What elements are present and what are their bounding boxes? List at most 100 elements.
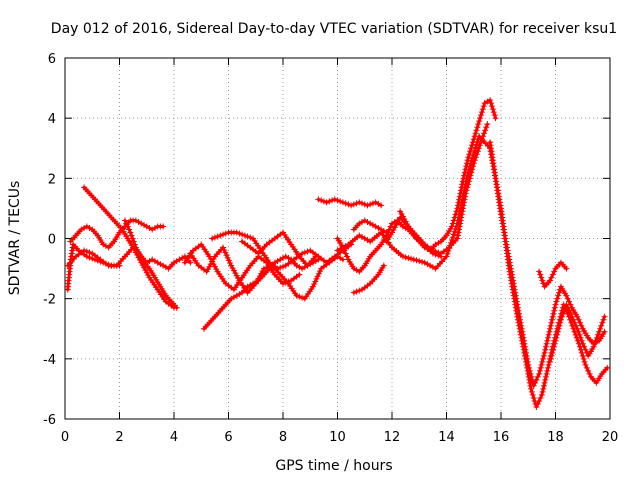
data-point-marker: [571, 319, 578, 326]
data-point-marker: [450, 231, 457, 238]
data-point-marker: [529, 391, 536, 398]
y-tick-label: -4: [43, 353, 56, 368]
data-point-marker: [549, 313, 556, 320]
data-point-marker: [530, 382, 537, 389]
data-series: [64, 97, 611, 410]
data-point-marker: [500, 226, 507, 233]
data-point-marker: [399, 253, 406, 260]
x-tick-label: 4: [170, 430, 178, 445]
data-point-marker: [476, 118, 483, 125]
data-point-marker: [552, 337, 559, 344]
data-point-marker: [520, 337, 527, 344]
data-point-marker: [463, 160, 470, 167]
data-point-marker: [466, 151, 473, 158]
series-arc-11: [315, 196, 385, 209]
data-point-marker: [472, 144, 479, 151]
data-point-marker: [537, 394, 544, 401]
data-point-marker: [458, 202, 465, 209]
data-point-marker: [350, 201, 357, 208]
data-point-marker: [464, 175, 471, 182]
data-point-marker: [399, 213, 406, 220]
data-point-marker: [280, 280, 286, 287]
data-point-marker: [526, 364, 533, 371]
data-point-marker: [539, 358, 546, 365]
data-point-marker: [563, 265, 570, 272]
data-point-marker: [466, 163, 473, 170]
data-point-marker: [579, 352, 586, 359]
series-arc-14: [334, 133, 611, 410]
data-point-marker: [211, 263, 218, 270]
data-point-marker: [369, 200, 376, 207]
data-point-marker: [537, 364, 544, 371]
data-point-marker: [220, 231, 227, 238]
data-point-marker: [547, 358, 554, 365]
data-point-marker: [521, 343, 528, 350]
series-arc-07: [181, 241, 303, 293]
data-point-marker: [592, 337, 599, 344]
data-point-marker: [418, 258, 425, 265]
data-point-marker: [468, 145, 475, 152]
data-point-marker: [211, 234, 218, 241]
data-point-marker: [542, 373, 549, 380]
data-point-marker: [551, 340, 558, 347]
data-point-marker: [527, 370, 534, 377]
data-point-marker: [123, 220, 130, 227]
data-point-marker: [586, 370, 593, 377]
data-point-marker: [314, 273, 321, 280]
data-point-marker: [568, 313, 575, 320]
data-point-marker: [513, 295, 520, 302]
data-point-marker: [206, 263, 213, 270]
data-point-marker: [299, 294, 306, 301]
data-point-marker: [260, 265, 267, 272]
data-point-marker: [550, 343, 557, 350]
data-point-marker: [285, 278, 292, 285]
data-point-marker: [532, 379, 539, 386]
data-point-marker: [583, 349, 590, 356]
data-point-marker: [348, 202, 355, 209]
data-point-marker: [518, 325, 525, 332]
data-point-marker: [593, 334, 600, 341]
data-point-marker: [210, 261, 217, 268]
data-point-marker: [577, 334, 584, 341]
series-arc-09: [209, 229, 355, 272]
series-arc-03: [64, 244, 177, 311]
data-point-marker: [484, 121, 491, 128]
data-point-marker: [539, 388, 546, 395]
data-point-marker: [127, 229, 134, 236]
data-point-marker: [455, 217, 462, 224]
data-point-marker: [456, 211, 463, 218]
data-point-marker: [483, 124, 490, 131]
data-point-marker: [312, 278, 319, 285]
data-point-marker: [121, 217, 128, 224]
data-point-marker: [507, 265, 514, 272]
data-point-marker: [309, 283, 316, 290]
data-point-marker: [477, 115, 484, 122]
data-point-marker: [523, 349, 530, 356]
data-point-marker: [334, 197, 341, 204]
data-point-marker: [465, 169, 472, 176]
data-point-marker: [536, 367, 543, 374]
data-point-marker: [540, 355, 547, 362]
data-point-marker: [472, 147, 479, 154]
data-point-marker: [598, 322, 605, 329]
data-point-marker: [520, 334, 527, 341]
data-point-marker: [523, 352, 530, 359]
data-point-marker: [548, 352, 555, 359]
data-point-marker: [530, 394, 537, 401]
data-point-marker: [542, 346, 549, 353]
data-point-marker: [209, 235, 216, 242]
data-point-marker: [517, 319, 524, 326]
data-point-marker: [405, 255, 412, 262]
data-point-marker: [274, 265, 281, 272]
data-point-marker: [510, 280, 517, 287]
data-point-marker: [344, 253, 351, 260]
data-point-marker: [540, 382, 547, 389]
data-point-marker: [468, 158, 475, 165]
data-point-marker: [489, 106, 496, 113]
data-point-marker: [509, 277, 516, 284]
data-point-marker: [527, 385, 534, 392]
data-point-marker: [315, 270, 322, 277]
data-point-marker: [131, 241, 138, 248]
data-point-marker: [86, 254, 93, 261]
data-point-marker: [126, 226, 133, 233]
